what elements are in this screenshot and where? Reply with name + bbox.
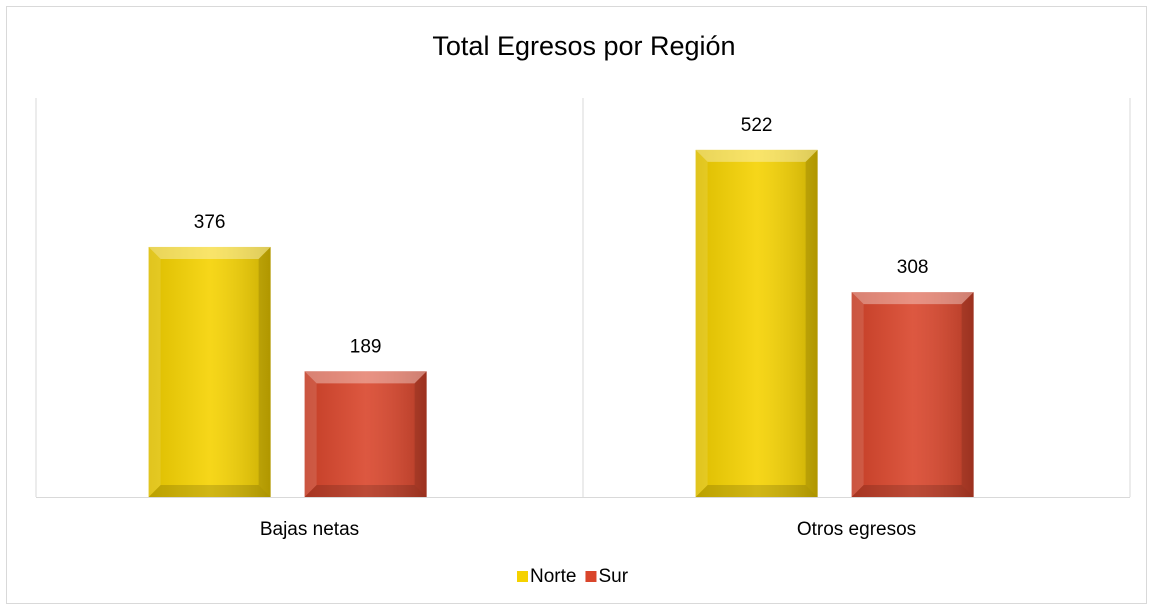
bar-bevel	[414, 371, 427, 497]
bar-shade	[695, 149, 818, 497]
bar-bevel	[148, 246, 271, 259]
bar-bevel	[148, 485, 271, 497]
legend-swatch	[585, 571, 597, 582]
bar-bevel	[258, 246, 271, 497]
bar-bevel	[961, 292, 974, 497]
bar-shade	[304, 371, 427, 497]
bar-bevel	[695, 485, 818, 497]
x-tick-label: Bajas netas	[260, 519, 359, 540]
bar-bevel	[304, 371, 427, 384]
bar-bevel	[851, 292, 864, 497]
legend-label: Sur	[598, 566, 628, 587]
legend-label: Norte	[530, 566, 576, 587]
x-tick-label: Otros egresos	[797, 519, 916, 540]
data-label: 522	[741, 115, 773, 136]
data-label: 189	[350, 336, 382, 357]
chart-title: Total Egresos por Región	[432, 31, 735, 61]
bar-bevel	[805, 149, 818, 497]
legend-swatch	[517, 571, 528, 582]
bar-shade	[851, 292, 974, 497]
bar-bevel	[148, 246, 161, 497]
data-label: 308	[897, 257, 929, 278]
bar-shade	[148, 246, 271, 497]
bar-bevel	[851, 485, 974, 497]
bar-bevel	[851, 292, 974, 305]
bar-bevel	[695, 149, 818, 162]
bar-bevel	[304, 485, 427, 497]
bar-bevel	[304, 371, 317, 497]
bar-bevel	[695, 149, 708, 497]
data-label: 376	[194, 212, 226, 233]
